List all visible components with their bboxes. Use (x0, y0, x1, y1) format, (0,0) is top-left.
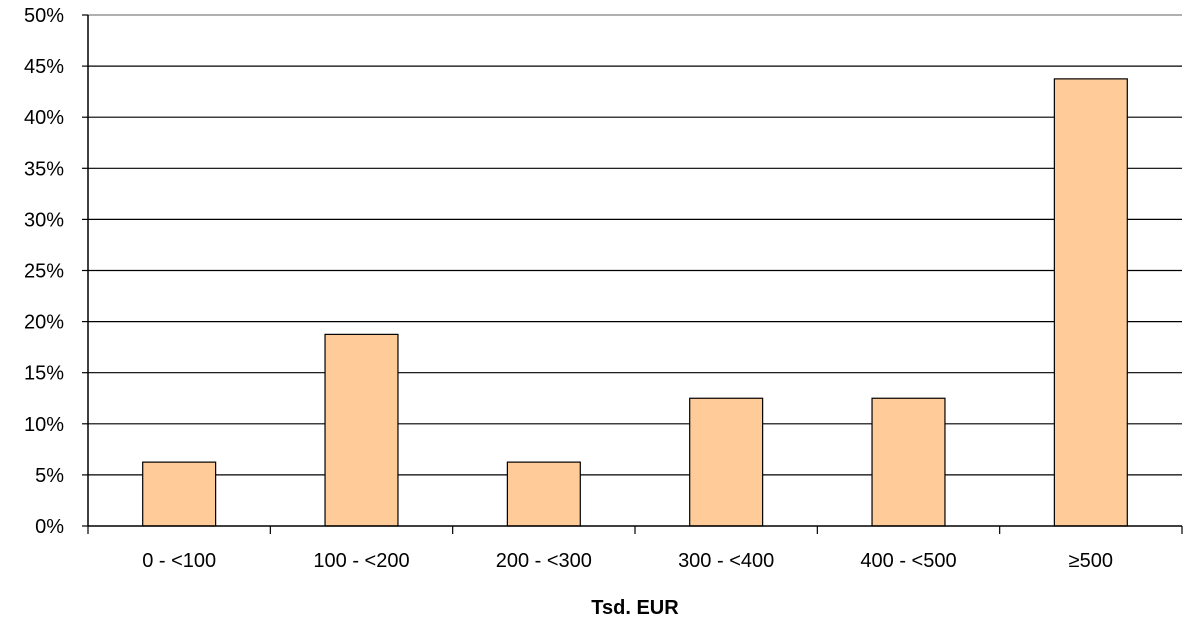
y-tick-label: 30% (24, 209, 64, 231)
y-tick-label: 35% (24, 158, 64, 180)
gridlines (88, 14, 1182, 476)
y-tick-label: 15% (24, 363, 64, 385)
x-tick-labels: 0 - <100 100 - <200 200 - <300 300 - <400 40… (142, 550, 1113, 572)
y-tick-label: 10% (24, 414, 64, 436)
y-tick-labels: 0% 5% 10% 15% 20% 25% 30% 35% 40% 45% 50% (24, 5, 64, 538)
x-tick-label: ≥500 (1069, 550, 1113, 572)
bar (142, 461, 217, 527)
x-axis-title: Tsd. EUR (591, 597, 679, 619)
y-tick-label: 20% (24, 312, 64, 334)
y-tick-label: 50% (24, 5, 64, 27)
axes (82, 14, 1183, 534)
x-tick-label: 0 - <100 (142, 550, 216, 572)
y-tick-label: 5% (35, 465, 64, 487)
bars (142, 78, 1128, 527)
y-tick-label: 40% (24, 107, 64, 129)
y-tick-label: 0% (35, 516, 64, 538)
x-tick-label: 400 - <500 (860, 550, 956, 572)
bar (689, 397, 764, 527)
x-tick-label: 100 - <200 (313, 550, 409, 572)
x-tick-label: 200 - <300 (496, 550, 592, 572)
bar (506, 461, 581, 527)
bar (1053, 78, 1128, 527)
y-tick-label: 25% (24, 261, 64, 283)
x-tick-label: 300 - <400 (678, 550, 774, 572)
y-tick-label: 45% (24, 56, 64, 78)
bar (324, 333, 399, 527)
bar (871, 397, 946, 527)
